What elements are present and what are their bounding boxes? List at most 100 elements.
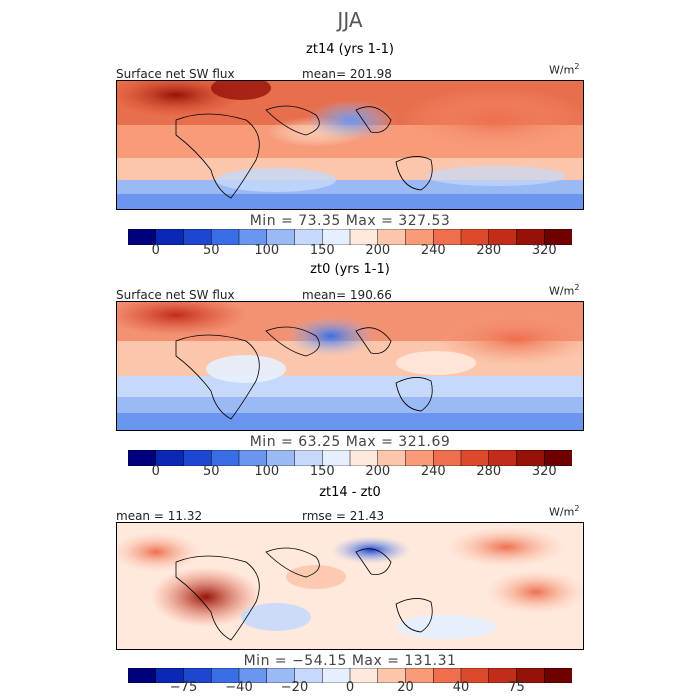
rmse-label: rmse = 21.43 bbox=[302, 509, 384, 523]
colorbar-tick-label: 0 bbox=[345, 680, 355, 695]
negative-region-south bbox=[241, 603, 311, 631]
colorbar-ticks: −75 −40 −20 0 20 40 75 bbox=[128, 680, 572, 698]
map-band-polar bbox=[116, 413, 584, 431]
colorbar-swatch bbox=[544, 450, 572, 466]
map-frame bbox=[116, 80, 584, 210]
max-region-north-africa bbox=[116, 301, 246, 335]
se-asia-outline bbox=[355, 327, 392, 354]
africa-cloud bbox=[206, 355, 286, 383]
colorbar-tick-label: 50 bbox=[202, 464, 220, 479]
colorbar-tick-label: 50 bbox=[202, 243, 220, 258]
units-exponent: 2 bbox=[574, 283, 580, 292]
panel-title: zt0 (yrs 1-1) bbox=[310, 262, 390, 277]
pacific-high bbox=[401, 88, 584, 152]
map-panel-2 bbox=[116, 301, 584, 431]
colorbar bbox=[128, 229, 572, 245]
colorbar-ticks: 0 50 100 150 200 240 280 320 bbox=[128, 243, 572, 261]
arabia-outline bbox=[265, 105, 320, 136]
arabia-outline bbox=[265, 547, 320, 578]
australia-outline bbox=[395, 156, 433, 191]
colorbar-swatch bbox=[544, 229, 572, 245]
colorbar-tick-label: 240 bbox=[420, 464, 446, 479]
west-pacific-band bbox=[396, 351, 476, 375]
colorbar-ticks: 0 50 100 150 200 240 280 320 bbox=[128, 464, 572, 482]
max-region-sahara bbox=[211, 80, 271, 100]
mean-label: mean = 11.32 bbox=[116, 509, 202, 523]
map-frame bbox=[116, 301, 584, 431]
map-band-polar bbox=[116, 194, 584, 210]
southern-cloud-belt bbox=[216, 168, 336, 192]
rmse-value: 21.43 bbox=[349, 509, 385, 523]
colorbar-tick-label: 200 bbox=[365, 243, 391, 258]
units-label: W/m2 bbox=[549, 62, 579, 77]
units-base: W/m bbox=[549, 505, 575, 519]
east-pacific-positive bbox=[486, 570, 584, 614]
units-exponent: 2 bbox=[574, 62, 580, 71]
colorbar-tick-label: 0 bbox=[151, 243, 160, 258]
colorbar-tick-label: 240 bbox=[420, 243, 446, 258]
north-pacific-positive bbox=[446, 527, 566, 567]
season-title: JJA bbox=[337, 8, 363, 32]
units-label: W/m2 bbox=[549, 504, 579, 519]
mean-label-text: mean = bbox=[116, 509, 164, 523]
south-pacific-cloud bbox=[426, 166, 566, 186]
map-panel-3 bbox=[116, 522, 584, 650]
colorbar-tick-label: 0 bbox=[151, 464, 160, 479]
colorbar-tick-label: −40 bbox=[225, 680, 253, 695]
colorbar-tick-label: 320 bbox=[531, 243, 557, 258]
monsoon-cloud-region bbox=[306, 100, 396, 140]
mean-label: mean= 201.98 bbox=[302, 67, 392, 81]
colorbar-tick-label: −20 bbox=[280, 680, 309, 695]
colorbar bbox=[128, 450, 572, 466]
units-label: W/m2 bbox=[549, 283, 579, 298]
se-asia-outline bbox=[355, 548, 392, 575]
monsoon-cloud-region bbox=[286, 316, 376, 356]
se-asia-outline bbox=[355, 106, 392, 133]
colorbar-tick-label: 280 bbox=[476, 243, 502, 258]
min-max-label: Min = 63.25 Max = 321.69 bbox=[249, 434, 451, 450]
mean-label: mean= 190.66 bbox=[302, 288, 392, 302]
colorbar-swatch bbox=[544, 668, 572, 683]
colorbar-tick-label: 20 bbox=[397, 680, 414, 695]
colorbar-tick-label: 40 bbox=[452, 680, 470, 695]
negative-region-tasman bbox=[396, 615, 496, 639]
map-panel-1 bbox=[116, 80, 584, 210]
africa-outline bbox=[175, 113, 260, 199]
min-max-label: Min = −54.15 Max = 131.31 bbox=[243, 653, 457, 669]
australia-outline bbox=[395, 598, 433, 633]
variable-label: Surface net SW flux bbox=[116, 288, 235, 302]
north-atlantic-positive bbox=[116, 532, 201, 572]
colorbar-tick-label: 200 bbox=[365, 464, 391, 479]
map-frame bbox=[116, 522, 584, 650]
rmse-label-text: rmse = bbox=[302, 509, 346, 523]
colorbar-tick-label: 100 bbox=[254, 464, 280, 479]
colorbar-tick-label: 280 bbox=[476, 464, 502, 479]
mean-value: 11.32 bbox=[167, 509, 203, 523]
colorbar-tick-label: 100 bbox=[254, 243, 280, 258]
colorbar-tick-label: 150 bbox=[309, 243, 335, 258]
colorbar-tick-label: 320 bbox=[531, 464, 557, 479]
pacific-high bbox=[436, 313, 584, 365]
mean-value: 190.66 bbox=[349, 288, 392, 302]
panel-title: zt14 (yrs 1-1) bbox=[306, 42, 394, 57]
colorbar bbox=[128, 668, 572, 683]
australia-outline bbox=[395, 377, 433, 412]
africa-outline bbox=[175, 555, 260, 641]
indian-ocean-positive bbox=[286, 565, 346, 589]
units-base: W/m bbox=[549, 284, 575, 298]
colorbar-tick-label: 75 bbox=[508, 680, 525, 695]
arabia-outline bbox=[265, 326, 320, 357]
mean-label-text: mean= bbox=[302, 67, 347, 81]
mean-label-text: mean= bbox=[302, 288, 347, 302]
min-region-asia bbox=[331, 536, 411, 564]
colorbar-tick-label: −75 bbox=[169, 680, 198, 695]
africa-outline bbox=[175, 334, 260, 420]
min-max-label: Min = 73.35 Max = 327.53 bbox=[249, 213, 451, 229]
units-exponent: 2 bbox=[574, 504, 580, 513]
mean-value: 201.98 bbox=[349, 67, 392, 81]
variable-label: Surface net SW flux bbox=[116, 67, 235, 81]
colorbar-tick-label: 150 bbox=[309, 464, 335, 479]
units-base: W/m bbox=[549, 63, 575, 77]
panel-title: zt14 - zt0 bbox=[319, 485, 381, 500]
max-region-southern-africa bbox=[151, 567, 261, 627]
